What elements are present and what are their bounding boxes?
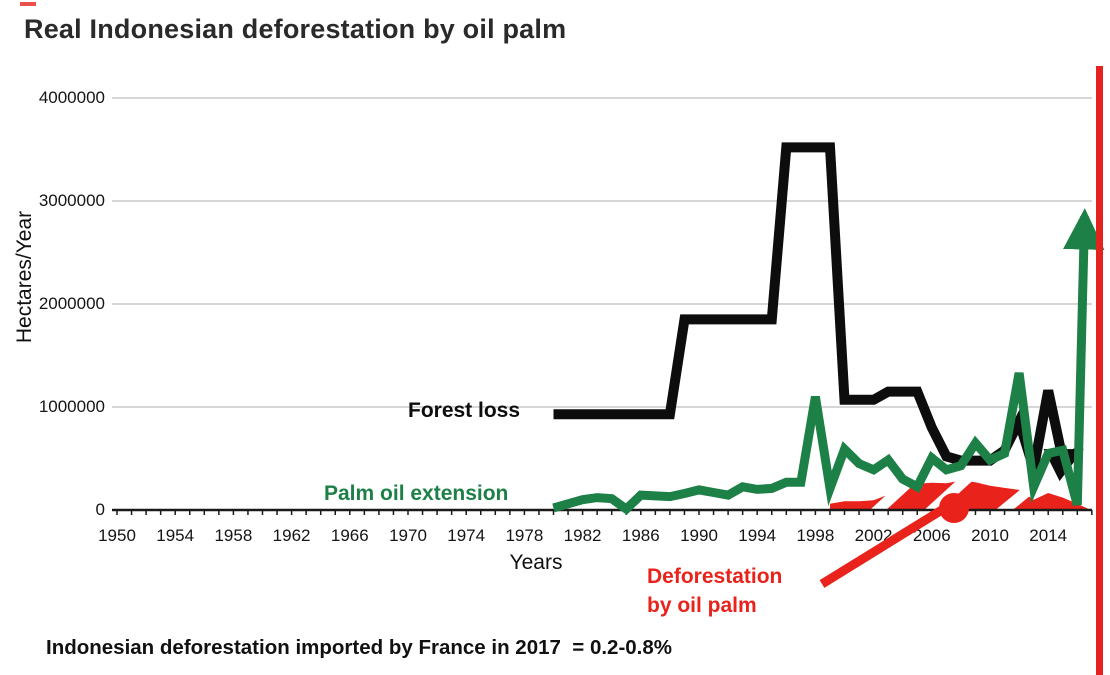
grid-layer (112, 97, 1092, 408)
annotation-arrow-dot (939, 493, 969, 523)
annotation-arrow (819, 504, 948, 588)
topleft-red-mark (20, 2, 36, 6)
line-layer (552, 142, 1105, 515)
right-red-bar (1096, 66, 1103, 675)
axis-layer (112, 508, 1093, 515)
palm-oil-extension-line (552, 208, 1105, 515)
page-title: Real Indonesian deforestation by oil pal… (24, 14, 567, 44)
